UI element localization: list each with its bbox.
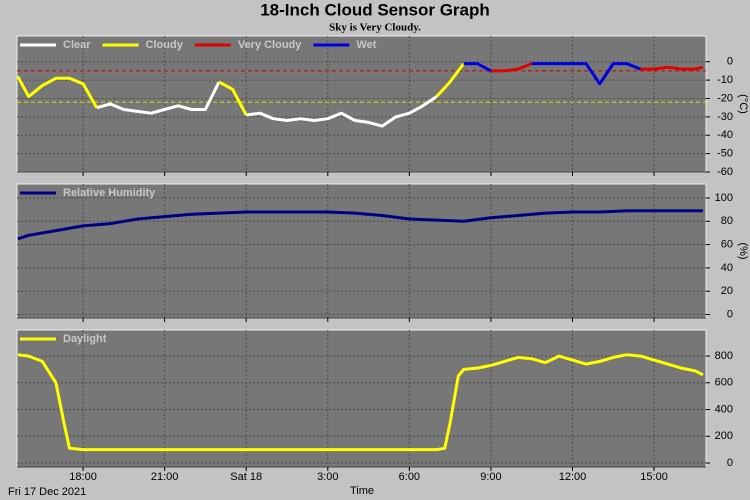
x-tick-label: 15:00 bbox=[640, 471, 668, 483]
y-tick-label: 600 bbox=[715, 377, 733, 389]
plot-area bbox=[16, 35, 707, 173]
x-axis-label: Time bbox=[350, 485, 374, 497]
y-tick-label: 800 bbox=[715, 350, 733, 362]
x-tick-label: 3:00 bbox=[317, 471, 338, 483]
x-tick-label: Sat 18 bbox=[230, 471, 262, 483]
y-tick-label: -20 bbox=[717, 92, 733, 104]
y-axis-label: (°C) bbox=[737, 94, 749, 114]
legend-label: Very Cloudy bbox=[238, 39, 302, 51]
legend-label: Clear bbox=[63, 39, 91, 51]
data-line bbox=[96, 81, 438, 128]
data-line bbox=[463, 62, 642, 86]
data-line bbox=[490, 62, 704, 73]
x-tick-label: 6:00 bbox=[399, 471, 420, 483]
y-tick-label: 60 bbox=[721, 238, 733, 250]
y-tick-label: -60 bbox=[717, 166, 733, 178]
y-tick-label: -10 bbox=[717, 74, 733, 86]
y-tick-label: 400 bbox=[715, 403, 733, 415]
legend-label: Cloudy bbox=[146, 39, 184, 51]
x-tick-label: 9:00 bbox=[480, 471, 501, 483]
chart-title: 18-Inch Cloud Sensor Graph bbox=[260, 0, 490, 19]
y-tick-label: 40 bbox=[721, 262, 733, 274]
x-tick-label: 18:00 bbox=[69, 471, 97, 483]
data-line bbox=[17, 353, 704, 452]
plot-area bbox=[16, 183, 707, 319]
y-tick-label: 20 bbox=[721, 285, 733, 297]
legend-label: Relative Humidity bbox=[63, 187, 156, 199]
chart-subtitle: Sky is Very Cloudy. bbox=[329, 22, 421, 34]
y-axis-label: (%) bbox=[737, 242, 749, 259]
data-line bbox=[17, 209, 703, 241]
x-tick-label: 12:00 bbox=[559, 471, 587, 483]
y-tick-label: 0 bbox=[727, 56, 733, 68]
y-tick-label: -40 bbox=[717, 129, 733, 141]
date-label: Fri 17 Dec 2021 bbox=[8, 486, 86, 498]
y-tick-label: 200 bbox=[715, 430, 733, 442]
y-tick-label: 80 bbox=[721, 215, 733, 227]
y-tick-label: -30 bbox=[717, 111, 733, 123]
legend-label: Wet bbox=[356, 39, 376, 51]
y-tick-label: -50 bbox=[717, 148, 733, 160]
data-line bbox=[16, 62, 465, 116]
y-tick-label: 100 bbox=[715, 192, 733, 204]
legend-label: Daylight bbox=[63, 333, 107, 345]
x-tick-label: 21:00 bbox=[151, 471, 179, 483]
y-tick-label: 0 bbox=[727, 457, 733, 469]
y-tick-label: 0 bbox=[727, 308, 733, 320]
plot-area bbox=[16, 329, 707, 468]
